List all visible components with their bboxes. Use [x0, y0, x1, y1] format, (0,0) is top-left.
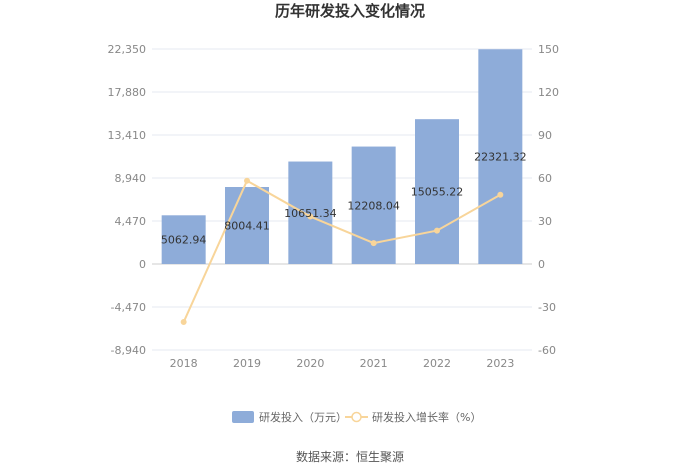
right-tick-7: 150	[538, 43, 559, 56]
bar-label-2022: 15055.22	[411, 186, 464, 199]
right-tick-2: 0	[538, 258, 545, 271]
bar-label-2018: 5062.94	[161, 234, 207, 247]
growth-point-2020	[307, 213, 314, 220]
right-tick-3: 30	[538, 215, 552, 228]
growth-point-2018	[180, 319, 187, 326]
left-tick-2: 0	[139, 258, 146, 271]
x-tick-2020: 2020	[296, 357, 324, 370]
left-axis-ticks: -8,940 -4,470 0 4,470 8,940 13,410 17,880 22,35…	[108, 43, 147, 357]
x-tick-2021: 2021	[360, 357, 388, 370]
left-tick-3: 4,470	[115, 215, 147, 228]
right-tick-6: 120	[538, 86, 559, 99]
bar-label-2020: 10651.34	[284, 207, 337, 220]
x-axis-ticks: 2018 2019 2020 2021 2022 2023	[170, 357, 515, 370]
data-source: 数据来源：恒生聚源	[296, 449, 404, 464]
legend-bar-label: 研发投入（万元）	[259, 410, 347, 424]
left-tick-1: -4,470	[111, 301, 146, 314]
x-tick-2023: 2023	[486, 357, 514, 370]
grid-lines	[152, 48, 532, 351]
legend-line-marker	[351, 411, 362, 423]
right-tick-4: 60	[538, 172, 552, 185]
legend-line-label: 研发投入增长率（%）	[372, 410, 481, 424]
line-series	[180, 177, 504, 326]
x-tick-2018: 2018	[170, 357, 198, 370]
left-tick-7: 22,350	[108, 43, 147, 56]
left-tick-4: 8,940	[115, 172, 147, 185]
bar-2020	[288, 161, 333, 264]
bar-2018	[161, 215, 206, 264]
growth-point-2023	[497, 191, 504, 198]
bar-labels: 5062.94 8004.41 10651.34 12208.04 15055.22 22…	[161, 151, 527, 247]
bar-2022	[415, 119, 459, 265]
bar-2019	[225, 187, 269, 264]
legend[interactable]: 研发投入（万元） 研发投入增长率（%）	[232, 410, 481, 424]
right-tick-0: -60	[538, 344, 556, 357]
bar-label-2023: 22321.32	[474, 151, 527, 164]
bar-label-2019: 8004.41	[224, 220, 270, 233]
growth-point-2021	[370, 240, 377, 247]
bar-label-2021: 12208.04	[347, 199, 400, 212]
right-tick-5: 90	[538, 129, 552, 142]
growth-point-2022	[434, 227, 440, 234]
bar-2023	[478, 49, 523, 264]
x-tick-2019: 2019	[233, 357, 261, 370]
left-tick-6: 17,880	[108, 86, 147, 99]
bar-series	[161, 49, 523, 265]
growth-line	[182, 179, 501, 323]
right-tick-1: -30	[538, 301, 556, 314]
right-axis-ticks: -60 -30 0 30 60 90 120 150	[538, 43, 559, 357]
left-tick-0: -8,940	[111, 344, 146, 357]
chart-title: 历年研发投入变化情况	[275, 2, 425, 20]
growth-point-2019	[244, 177, 250, 184]
left-tick-5: 13,410	[108, 129, 147, 142]
legend-bar-swatch	[232, 411, 254, 423]
x-tick-2022: 2022	[423, 357, 451, 370]
